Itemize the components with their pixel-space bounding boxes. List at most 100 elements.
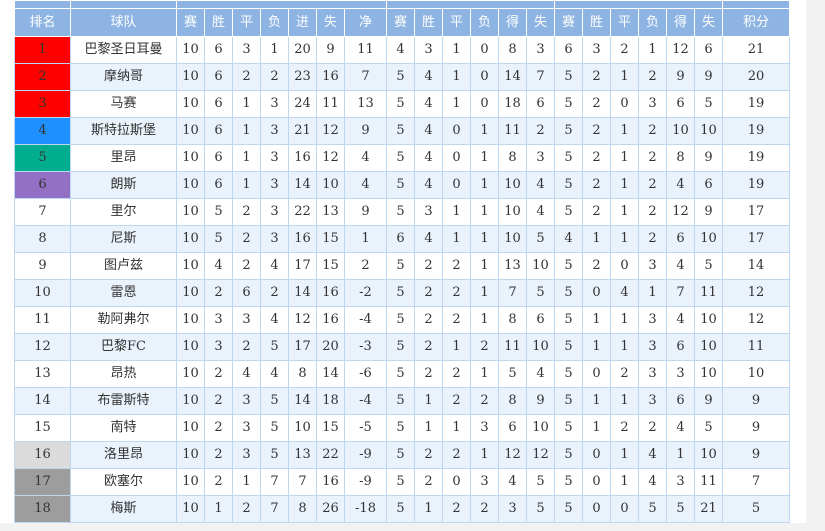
away-stat-cell: 3 — [638, 360, 667, 388]
away-stat-cell: 10 — [694, 117, 723, 145]
total-stat-cell: 12 — [316, 144, 345, 172]
total-stat-cell: 13 — [316, 198, 345, 226]
away-stat-cell: 5 — [554, 252, 583, 280]
home-stat-cell: 12 — [498, 441, 527, 469]
total-stat-cell: 1 — [260, 36, 289, 64]
away-stat-cell: 1 — [582, 225, 611, 253]
points-cell: 19 — [722, 117, 790, 145]
home-stat-cell: 2 — [414, 279, 443, 307]
total-stat-cell: 9 — [344, 198, 387, 226]
home-stat-cell: 5 — [386, 63, 415, 91]
total-stat-cell: 20 — [316, 333, 345, 361]
league-standings-table: 排名 球队赛胜平负进失净赛胜平负得失赛胜平负得失积分 1 巴黎圣日耳曼 10 6 3 1 20… — [14, 0, 790, 523]
total-col-header: 赛 — [176, 8, 205, 37]
total-stat-cell: 2 — [344, 252, 387, 280]
total-stat-cell: 5 — [204, 225, 233, 253]
home-stat-cell: 4 — [526, 171, 555, 199]
points-cell: 14 — [722, 252, 790, 280]
home-stat-cell: 14 — [498, 63, 527, 91]
away-stat-cell: 12 — [666, 36, 695, 64]
content-panel: 排名 球队赛胜平负进失净赛胜平负得失赛胜平负得失积分 1 巴黎圣日耳曼 10 6 3 1 20… — [0, 0, 806, 523]
total-col-header: 净 — [344, 8, 387, 37]
total-stat-cell: 5 — [204, 198, 233, 226]
home-stat-cell: 6 — [526, 306, 555, 334]
home-stat-cell: 1 — [470, 252, 499, 280]
total-stat-cell: 9 — [316, 36, 345, 64]
team-name-cell: 尼斯 — [70, 225, 177, 253]
rank-cell: 15 — [14, 414, 71, 442]
points-cell: 17 — [722, 225, 790, 253]
total-stat-cell: 10 — [176, 279, 205, 307]
away-stat-cell: 5 — [666, 495, 695, 523]
total-stat-cell: 5 — [260, 387, 289, 415]
away-stat-cell: 1 — [610, 117, 639, 145]
table-header: 排名 球队赛胜平负进失净赛胜平负得失赛胜平负得失积分 — [14, 0, 790, 37]
total-stat-cell: 6 — [204, 117, 233, 145]
points-cell: 17 — [722, 198, 790, 226]
away-stat-cell: 2 — [582, 117, 611, 145]
away-stat-cell: 3 — [638, 252, 667, 280]
rank-cell: 5 — [14, 144, 71, 172]
total-stat-cell: 14 — [288, 279, 317, 307]
total-stat-cell: 2 — [204, 441, 233, 469]
points-cell: 11 — [722, 333, 790, 361]
away-stat-cell: 3 — [638, 90, 667, 118]
rank-cell: 3 — [14, 90, 71, 118]
total-stat-cell: 4 — [260, 360, 289, 388]
points-cell: 12 — [722, 306, 790, 334]
total-stat-cell: 3 — [260, 117, 289, 145]
total-stat-cell: 7 — [344, 63, 387, 91]
team-column-header: 球队 — [70, 8, 177, 37]
total-stat-cell: -9 — [344, 468, 387, 496]
total-stat-cell: -2 — [344, 279, 387, 307]
team-name-cell: 朗斯 — [70, 171, 177, 199]
home-col-header: 平 — [442, 8, 471, 37]
total-stat-cell: 8 — [288, 360, 317, 388]
total-stat-cell: 6 — [204, 90, 233, 118]
away-stat-cell: 5 — [554, 90, 583, 118]
total-stat-cell: 10 — [176, 333, 205, 361]
away-stat-cell: 10 — [694, 360, 723, 388]
home-stat-cell: 1 — [414, 414, 443, 442]
team-name-cell: 梅斯 — [70, 495, 177, 523]
total-stat-cell: 15 — [316, 225, 345, 253]
home-stat-cell: 5 — [386, 198, 415, 226]
total-stat-cell: 2 — [260, 279, 289, 307]
home-stat-cell: 0 — [442, 171, 471, 199]
home-stat-cell: 4 — [414, 144, 443, 172]
away-stat-cell: 5 — [554, 333, 583, 361]
team-name-cell: 布雷斯特 — [70, 387, 177, 415]
home-col-header: 赛 — [386, 8, 415, 37]
away-stat-cell: 5 — [554, 441, 583, 469]
away-stat-cell: 1 — [582, 333, 611, 361]
away-stat-cell: 1 — [582, 414, 611, 442]
home-stat-cell: 5 — [386, 90, 415, 118]
away-stat-cell: 1 — [610, 441, 639, 469]
total-stat-cell: 10 — [176, 90, 205, 118]
away-col-header: 赛 — [554, 8, 583, 37]
away-stat-cell: 2 — [610, 360, 639, 388]
away-stat-cell: 9 — [694, 144, 723, 172]
total-stat-cell: 3 — [260, 225, 289, 253]
total-stat-cell: 20 — [288, 36, 317, 64]
away-stat-cell: 2 — [638, 171, 667, 199]
home-stat-cell: 1 — [470, 171, 499, 199]
home-stat-cell: 4 — [414, 225, 443, 253]
home-stat-cell: 5 — [386, 144, 415, 172]
away-stat-cell: 21 — [694, 495, 723, 523]
home-stat-cell: 2 — [414, 333, 443, 361]
total-stat-cell: 4 — [344, 144, 387, 172]
away-stat-cell: 0 — [610, 252, 639, 280]
away-stat-cell: 2 — [582, 171, 611, 199]
total-col-header: 负 — [260, 8, 289, 37]
points-cell: 9 — [722, 441, 790, 469]
away-stat-cell: 6 — [666, 333, 695, 361]
group-strip-home-group — [386, 0, 555, 9]
team-name-cell: 斯特拉斯堡 — [70, 117, 177, 145]
away-stat-cell: 4 — [666, 252, 695, 280]
home-stat-cell: 5 — [386, 414, 415, 442]
table-row: 11 勒阿弗尔 10 3 3 4 12 16 -4 5 2 2 1 8 6 5 1 1 3 4 10 12 — [14, 306, 790, 334]
total-col-header: 进 — [288, 8, 317, 37]
total-stat-cell: 22 — [316, 441, 345, 469]
total-stat-cell: 2 — [232, 225, 261, 253]
